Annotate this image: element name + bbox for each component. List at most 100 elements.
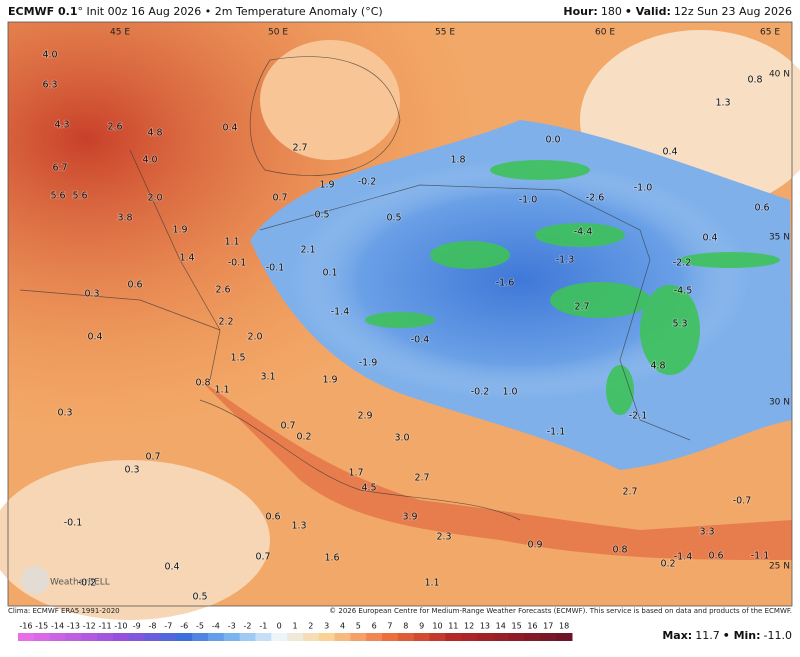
anomaly-label: -1.4 [674, 552, 693, 563]
colorbar-swatch [413, 633, 431, 641]
anomaly-label: -0.2 [358, 177, 377, 188]
hour-label: Hour: [563, 5, 597, 18]
anomaly-label: -2.6 [586, 193, 605, 204]
latitude-label: 25 N [769, 562, 790, 572]
colorbar-swatch [33, 633, 51, 641]
anomaly-label: 0.6 [708, 551, 723, 562]
colorbar-tick-label: 8 [403, 622, 408, 631]
anomaly-label: 0.3 [57, 408, 72, 419]
anomaly-label: 0.6 [265, 512, 280, 523]
copyright: © 2026 European Centre for Medium-Range … [329, 607, 792, 615]
latitude-label: 30 N [769, 398, 790, 408]
anomaly-label: -1.4 [331, 307, 350, 318]
anomaly-label: -0.2 [471, 387, 490, 398]
anomaly-label: 4.5 [361, 483, 376, 494]
anomaly-label: 1.7 [348, 468, 363, 479]
latitude-label: 40 N [769, 70, 790, 80]
anomaly-label: 1.4 [179, 253, 194, 264]
anomaly-label: 0.8 [195, 378, 210, 389]
anomaly-label: 2.7 [292, 143, 307, 154]
anomaly-label: 2.3 [436, 532, 451, 543]
colorbar-swatch [366, 633, 383, 641]
anomaly-label: -1.0 [519, 195, 538, 206]
anomaly-label: 2.7 [414, 473, 429, 484]
valid-label: • Valid: [625, 5, 671, 18]
anomaly-label: 4.8 [650, 361, 665, 372]
caspian-area [260, 40, 400, 160]
colorbar-tick-label: -16 [19, 622, 32, 631]
anomaly-label: 0.2 [296, 432, 311, 443]
anomaly-label: 1.9 [322, 375, 337, 386]
colorbar-swatch [223, 633, 241, 641]
colorbar-swatch [192, 633, 209, 641]
anomaly-label: 1.1 [224, 237, 239, 248]
warm-gulf-area [200, 380, 792, 560]
header-left: ECMWF 0.1° Init 00z 16 Aug 2026 • 2m Tem… [8, 5, 383, 18]
colorbar-tick-label: 13 [480, 622, 490, 631]
hour-value: 180 [601, 5, 622, 18]
colorbar-swatch [429, 633, 446, 641]
map-frame [7, 21, 793, 607]
anomaly-label: 4.8 [147, 128, 162, 139]
colorbar-swatch [318, 633, 336, 641]
colorbar-swatch [65, 633, 82, 641]
colorbar-tick-label: 15 [512, 622, 522, 631]
min-value: -11.0 [764, 629, 792, 642]
colorbar-swatch [350, 633, 367, 641]
anomaly-label: 0.5 [314, 210, 329, 221]
anomaly-label: 5.6 [50, 191, 65, 202]
colorbar-tick-label: -1 [259, 622, 267, 631]
anomaly-label: 3.8 [117, 213, 132, 224]
colorbar-tick-label: -8 [149, 622, 157, 631]
anomaly-label: -1.3 [556, 255, 575, 266]
anomaly-label: 3.9 [402, 512, 417, 523]
anomaly-label: 0.7 [280, 421, 295, 432]
header-right: Hour: 180 • Valid: 12z Sun 23 Aug 2026 [563, 5, 792, 18]
anomaly-label: 0.9 [527, 540, 542, 551]
colorbar-tick-label: 16 [527, 622, 537, 631]
colorbar-swatch [287, 633, 304, 641]
anomaly-label: -1.9 [359, 358, 378, 369]
anomaly-label: 5.3 [672, 319, 687, 330]
colorbar-tick-label: 4 [340, 622, 345, 631]
anomaly-label: 5.6 [72, 191, 87, 202]
colorbar-swatch [18, 633, 35, 641]
cold-area [290, 160, 750, 400]
anomaly-label: 1.8 [450, 155, 465, 166]
anomaly-label: -0.1 [228, 258, 247, 269]
anomaly-label: -2.2 [673, 258, 692, 269]
colorbar-swatch [461, 633, 478, 641]
anomaly-label: 0.4 [702, 233, 717, 244]
anomaly-label: 0.5 [386, 213, 401, 224]
colorbar-tick-label: -7 [164, 622, 172, 631]
colorbar-swatch [397, 633, 415, 641]
colorbar-swatch [239, 633, 256, 641]
colorbar-swatch [382, 633, 399, 641]
colorbar-tick-label: 0 [277, 622, 282, 631]
anomaly-label: 0.1 [322, 268, 337, 279]
anomaly-label: 0.4 [662, 147, 677, 158]
colorbar-swatch [508, 633, 526, 641]
anomaly-label: 1.6 [324, 553, 339, 564]
anomaly-label: -1.6 [496, 278, 515, 289]
anomaly-label: 0.5 [192, 592, 207, 603]
anomaly-label: -1.1 [751, 551, 770, 562]
anomaly-label: 0.0 [545, 135, 560, 146]
colorbar-tick-label: 12 [464, 622, 474, 631]
anomaly-label: 2.7 [622, 487, 637, 498]
anomaly-label: 4.0 [42, 50, 57, 61]
model-name: ECMWF 0.1 [8, 5, 78, 18]
anomaly-label: -0.1 [266, 263, 285, 274]
anomaly-label: 0.8 [612, 545, 627, 556]
anomaly-label: 1.9 [172, 225, 187, 236]
colorbar-tick-label: -14 [51, 622, 64, 631]
colorbar-tick-label: 6 [372, 622, 377, 631]
anomaly-label: 0.3 [124, 465, 139, 476]
anomaly-label: -1.0 [634, 183, 653, 194]
logo-icon [21, 566, 49, 594]
colorbar-swatch [97, 633, 114, 641]
anomaly-label: 0.6 [754, 203, 769, 214]
colorbar-swatch [207, 633, 225, 641]
anomaly-label: 2.6 [215, 285, 230, 296]
